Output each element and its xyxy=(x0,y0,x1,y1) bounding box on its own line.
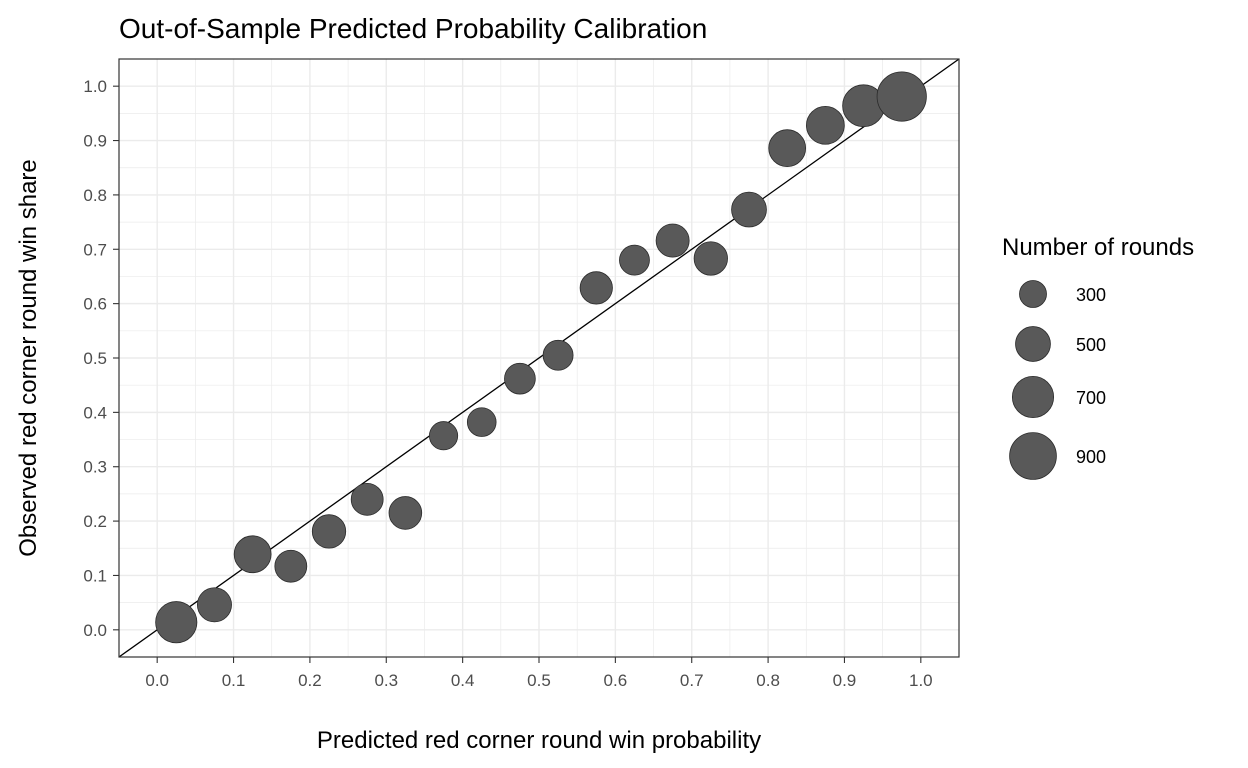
data-point xyxy=(350,482,384,516)
data-point xyxy=(768,129,807,168)
x-tick-label: 0.4 xyxy=(451,671,475,690)
y-tick-label: 0.4 xyxy=(83,403,107,422)
x-tick-label: 0.8 xyxy=(756,671,780,690)
x-tick-label: 1.0 xyxy=(909,671,933,690)
x-tick-label: 0.2 xyxy=(298,671,322,690)
data-point xyxy=(155,601,198,644)
legend-label: 500 xyxy=(1076,335,1106,355)
data-point xyxy=(274,549,308,583)
data-point xyxy=(579,271,613,305)
y-tick-label: 0.2 xyxy=(83,512,107,531)
plot-panel xyxy=(118,58,960,658)
x-tick-label: 0.7 xyxy=(680,671,704,690)
data-point xyxy=(693,241,728,276)
major-gridlines xyxy=(119,59,959,657)
y-tick-label: 0.9 xyxy=(83,132,107,151)
x-tick-label: 0.5 xyxy=(527,671,551,690)
chart-title: Out-of-Sample Predicted Probability Cali… xyxy=(119,13,707,44)
legend-key-circle xyxy=(1011,375,1055,419)
y-axis-ticks: 0.0 0.1 0.2 0.3 0.4 0.5 0.6 0.7 0.8 0.9 1.0 xyxy=(83,77,119,640)
legend-key-circle xyxy=(1009,432,1057,480)
y-tick-label: 0.3 xyxy=(83,458,107,477)
data-point xyxy=(196,587,232,623)
data-point xyxy=(876,71,927,122)
legend-key-circle xyxy=(1015,326,1051,362)
x-tick-label: 0.0 xyxy=(145,671,169,690)
data-point xyxy=(466,407,497,437)
y-tick-label: 0.7 xyxy=(83,240,107,259)
data-point xyxy=(311,514,347,549)
data-point xyxy=(233,535,272,574)
data-point xyxy=(542,339,574,371)
legend-items: 300 500 700 900 xyxy=(1009,280,1106,480)
data-point xyxy=(504,362,536,395)
data-point xyxy=(806,105,845,145)
y-tick-label: 0.8 xyxy=(83,186,107,205)
x-axis-title: Predicted red corner round win probabili… xyxy=(317,727,761,754)
legend-key-circle xyxy=(1019,280,1047,308)
x-tick-label: 0.6 xyxy=(604,671,628,690)
legend-label: 700 xyxy=(1076,388,1106,408)
y-tick-label: 0.6 xyxy=(83,295,107,314)
legend-label: 300 xyxy=(1076,285,1106,305)
data-point xyxy=(428,421,459,451)
x-tick-label: 0.3 xyxy=(374,671,398,690)
data-point xyxy=(388,496,423,530)
y-tick-label: 0.0 xyxy=(83,621,107,640)
legend-label: 900 xyxy=(1076,447,1106,467)
data-points xyxy=(155,71,927,644)
y-axis-title: Observed red corner round win share xyxy=(15,159,42,557)
data-point xyxy=(619,244,650,276)
y-tick-label: 0.5 xyxy=(83,349,107,368)
y-tick-label: 0.1 xyxy=(83,566,107,585)
size-legend: Number of rounds 300 500 700 900 xyxy=(1002,234,1194,480)
y-tick-label: 1.0 xyxy=(83,77,107,96)
data-point xyxy=(655,223,690,258)
legend-title: Number of rounds xyxy=(1002,234,1194,261)
x-tick-label: 0.9 xyxy=(833,671,857,690)
x-axis-ticks: 0.0 0.1 0.2 0.3 0.4 0.5 0.6 0.7 0.8 0.9 1.0 xyxy=(145,657,933,690)
data-point xyxy=(731,191,767,228)
x-tick-label: 0.1 xyxy=(222,671,246,690)
